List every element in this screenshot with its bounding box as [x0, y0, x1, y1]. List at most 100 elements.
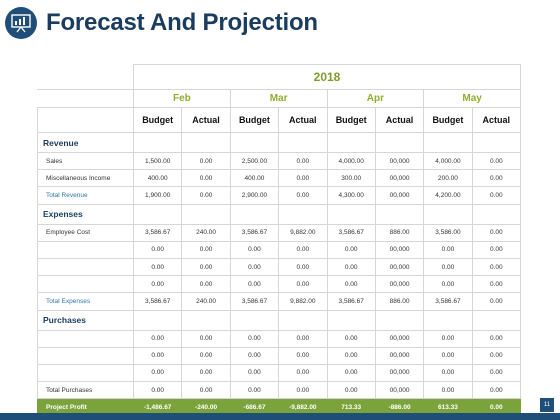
value-cell: 0.00 [132, 240, 183, 259]
value-cell: 0.00 [471, 169, 522, 188]
table-row: 0.00 0.00 0.00 0.00 0.00 00,000 0.00 0.00 [37, 329, 522, 348]
value-cell: 0.00 [471, 275, 522, 294]
section-row: Expenses [37, 203, 522, 225]
corner-cell [37, 107, 134, 133]
value-cell: 0.00 [181, 169, 231, 188]
profit-value: -686.67 [229, 398, 280, 418]
empty-cell [181, 132, 231, 153]
value-cell: 0.00 [278, 257, 328, 277]
column-header-row: Budget Actual Budget Actual Budget Actual Budg… [37, 107, 522, 133]
value-cell: 0.00 [326, 257, 376, 277]
month-header: Apr [326, 89, 425, 108]
value-cell: 300.00 [326, 169, 376, 188]
value-cell: 0.00 [423, 381, 473, 400]
value-cell: 0.00 [471, 186, 522, 205]
value-cell: 240.00 [181, 223, 231, 242]
column-header: Budget [326, 107, 376, 133]
value-cell: 200.00 [423, 169, 473, 188]
section-title: Expenses [37, 203, 134, 225]
value-cell: 0.00 [471, 363, 522, 383]
row-label [37, 346, 134, 365]
value-cell: 400.00 [229, 169, 280, 188]
row-label [37, 329, 134, 348]
year-row: 2018 [37, 64, 521, 90]
value-cell: 2,900.00 [229, 186, 280, 205]
value-cell: 0.00 [471, 346, 522, 365]
value-cell: 0.00 [278, 363, 328, 383]
footer-bar [0, 413, 560, 420]
month-header: Feb [133, 89, 231, 108]
value-cell: 0.00 [229, 381, 280, 400]
value-cell: 00,000 [374, 186, 425, 205]
empty-cell [278, 309, 328, 331]
value-cell: 0.00 [229, 257, 280, 277]
empty-cell [326, 203, 376, 225]
value-cell: 00,000 [374, 346, 425, 365]
value-cell: 9,882.00 [278, 292, 328, 311]
value-cell: 4,000.00 [326, 151, 376, 171]
empty-cell [181, 309, 231, 331]
value-cell: 0.00 [423, 240, 473, 259]
value-cell: 0.00 [278, 151, 328, 171]
value-cell: 0.00 [471, 151, 522, 171]
value-cell: 0.00 [181, 363, 231, 383]
empty-cell [374, 132, 425, 153]
value-cell: 00,000 [374, 151, 425, 171]
row-label: Sales [37, 151, 134, 171]
empty-cell [229, 132, 280, 153]
table-row: 0.00 0.00 0.00 0.00 0.00 00,000 0.00 0.00 [37, 240, 522, 259]
value-cell: 0.00 [132, 381, 183, 400]
column-header: Actual [374, 107, 425, 133]
value-cell: 0.00 [326, 381, 376, 400]
value-cell: 0.00 [278, 275, 328, 294]
value-cell: 0.00 [181, 329, 231, 348]
value-cell: 0.00 [181, 346, 231, 365]
value-cell: 0.00 [423, 363, 473, 383]
value-cell: 0.00 [181, 186, 231, 205]
forecast-table: 2018 Feb Mar Apr May Budget Actual Budget Actual… [37, 64, 522, 418]
value-cell: 0.00 [471, 257, 522, 277]
profit-value: 0.00 [471, 398, 522, 418]
row-label: Total Revenue [37, 186, 134, 205]
empty-cell [132, 203, 183, 225]
row-label: Total Expenses [37, 292, 134, 311]
value-cell: 0.00 [229, 275, 280, 294]
row-label [37, 257, 134, 277]
empty-cell [471, 132, 522, 153]
value-cell: 0.00 [229, 346, 280, 365]
value-cell: 400.00 [132, 169, 183, 188]
value-cell: 0.00 [326, 363, 376, 383]
table-row: 0.00 0.00 0.00 0.00 0.00 00,000 0.00 0.00 [37, 346, 522, 365]
value-cell: 0.00 [278, 346, 328, 365]
value-cell: 0.00 [423, 257, 473, 277]
empty-cell [278, 203, 328, 225]
column-header: Actual [181, 107, 231, 133]
value-cell: 00,000 [374, 329, 425, 348]
empty-cell [326, 309, 376, 331]
row-label [37, 363, 134, 383]
profit-label: Project Profit [37, 398, 134, 418]
corner-cell [37, 89, 134, 108]
value-cell: 0.00 [278, 240, 328, 259]
value-cell: 3,586.67 [132, 292, 183, 311]
value-cell: 3,586.67 [229, 223, 280, 242]
empty-cell [229, 309, 280, 331]
value-cell: 4,200.00 [423, 186, 473, 205]
value-cell: 240.00 [181, 292, 231, 311]
value-cell: 1,900.00 [132, 186, 183, 205]
month-header: Mar [229, 89, 328, 108]
column-header: Actual [471, 107, 522, 133]
empty-cell [229, 203, 280, 225]
value-cell: 0.00 [471, 329, 522, 348]
table-row: 0.00 0.00 0.00 0.00 0.00 00,000 0.00 0.00 [37, 275, 522, 294]
empty-cell [132, 309, 183, 331]
value-cell: 0.00 [423, 346, 473, 365]
value-cell: 0.00 [278, 186, 328, 205]
value-cell: 0.00 [181, 275, 231, 294]
table-row: Employee Cost 3,586.67 240.00 3,586.67 9,882… [37, 223, 522, 242]
value-cell: 0.00 [132, 257, 183, 277]
value-cell: 00,000 [374, 169, 425, 188]
value-cell: 0.00 [181, 381, 231, 400]
empty-cell [471, 203, 522, 225]
value-cell: 0.00 [326, 275, 376, 294]
